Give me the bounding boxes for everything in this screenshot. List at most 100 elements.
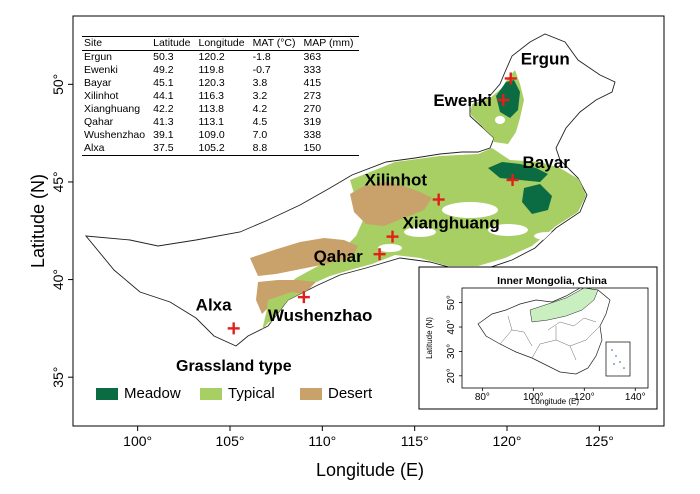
table-cell: 113.8 xyxy=(198,103,224,115)
table-cell: Alxa xyxy=(82,142,152,156)
table-row: Xianghuang 42.2 113.8 4.2 270 xyxy=(82,103,359,116)
legend-item-desert: Desert xyxy=(300,385,372,402)
table-row: Alxa 37.5 105.2 8.8 150 xyxy=(82,142,360,156)
site-label: Wushenzhao xyxy=(268,306,373,325)
table-cell: 41.3 xyxy=(153,116,174,128)
y-tick-label: 45° xyxy=(50,171,66,192)
table-cell: 113.1 xyxy=(198,116,224,128)
inset-x-tick-label: 120° xyxy=(574,392,595,403)
legend-swatch-desert xyxy=(300,387,322,400)
table-cell: 363 xyxy=(303,51,322,63)
y-tick-label: 40° xyxy=(50,269,66,290)
site-label: Alxa xyxy=(196,295,232,314)
inset-x-tick-label: 140° xyxy=(625,392,646,403)
table-cell: 3.8 xyxy=(252,77,268,89)
site-label: Ergun xyxy=(521,49,570,68)
table-cell: Qahar xyxy=(84,116,114,128)
table-cell: 120.3 xyxy=(198,77,225,89)
table-row: Bayar 45.1 120.3 3.8 415 xyxy=(82,77,359,90)
header-latitude: Latitude xyxy=(151,36,197,51)
site-marker xyxy=(232,322,235,335)
table-row: Qahar 41.3 113.1 4.5 319 xyxy=(82,116,359,129)
site-label: Qahar xyxy=(314,247,364,266)
inset-y-tick-label: 40° xyxy=(446,319,457,334)
site-label: Xianghuang xyxy=(403,214,500,233)
site-table-header: Site Latitude Longitude MAT (°C) MAP (mm… xyxy=(82,36,360,51)
table-cell: 37.5 xyxy=(151,142,197,156)
table-cell: 7.0 xyxy=(252,129,268,141)
inset-y-axis-label: Latitude (N) xyxy=(425,317,434,359)
table-cell: 42.2 xyxy=(153,103,174,115)
table-row: Wushenzhao 39.1 109.0 7.0 338 xyxy=(82,129,359,142)
site-label: Bayar xyxy=(523,153,571,172)
table-cell: 45.1 xyxy=(153,77,174,89)
table-cell: -0.7 xyxy=(252,64,271,76)
table-row: Ewenki 49.2 119.8 -0.7 333 xyxy=(82,64,359,77)
inset-province-borders xyxy=(499,315,601,361)
site-markers: Ergun Ewenki Bayar Xilinhot Xianghuang Qahar W… xyxy=(196,49,571,335)
desert-grassland-ordos xyxy=(250,238,358,276)
legend-item-meadow: Meadow xyxy=(96,385,181,402)
inset-x-tick-label: 80° xyxy=(475,392,490,403)
x-tick-label: 100° xyxy=(123,433,152,449)
site-marker xyxy=(437,193,440,206)
table-cell: 150 xyxy=(301,142,360,156)
header-longitude: Longitude xyxy=(196,36,251,51)
inset-x-axis-label: Longitude (E) xyxy=(531,397,579,406)
table-cell: 109.0 xyxy=(198,129,225,141)
inset-y-tick-label: 20° xyxy=(446,368,457,383)
non-grassland-gaps xyxy=(378,116,562,252)
table-cell: 116.3 xyxy=(198,90,224,102)
header-site: Site xyxy=(82,36,152,51)
x-tick-label: 125° xyxy=(585,433,614,449)
typical-grassland-east xyxy=(262,148,586,330)
table-cell: 119.8 xyxy=(198,64,224,76)
legend-title: Grassland type xyxy=(176,358,292,375)
legend-item-typical: Typical xyxy=(200,385,275,402)
inset-y-tick-label: 50° xyxy=(446,295,457,310)
table-cell: 8.8 xyxy=(250,142,302,156)
inset-axes: 80° 100° 120° 140° 20° 30° 40° 50° xyxy=(446,295,646,403)
y-axis-label: Latitude (N) xyxy=(28,174,48,268)
site-marker xyxy=(511,174,514,186)
table-cell: 50.3 xyxy=(153,51,174,63)
inset-islands xyxy=(611,349,625,369)
x-axis-label: Longitude (E) xyxy=(316,460,424,480)
site-marker xyxy=(391,230,394,243)
inset-title: Inner Mongolia, China xyxy=(497,275,607,287)
table-cell: 49.2 xyxy=(153,64,174,76)
table-cell: 4.2 xyxy=(252,103,268,115)
table-cell: Bayar xyxy=(84,77,112,89)
legend-label-meadow: Meadow xyxy=(124,385,181,402)
table-cell: 4.5 xyxy=(252,116,268,128)
table-row: Ergun 50.3 120.2 -1.8 363 xyxy=(82,51,359,65)
table-cell: 39.1 xyxy=(153,129,174,141)
axes: 100° 105° 110° 115° 120° 125° 35° 40° 45° 50° xyxy=(50,74,614,449)
table-cell: 415 xyxy=(303,77,322,89)
table-cell: -1.8 xyxy=(252,51,271,63)
table-cell: 120.2 xyxy=(198,51,225,63)
site-marker xyxy=(302,291,306,304)
inset-y-tick-label: 30° xyxy=(446,344,457,359)
table-cell: Ergun xyxy=(84,51,113,63)
table-cell: Ewenki xyxy=(84,64,118,76)
y-tick-label: 35° xyxy=(50,367,66,388)
table-cell: Xilinhot xyxy=(84,90,119,102)
site-marker xyxy=(502,93,505,106)
legend-swatch-typical xyxy=(200,387,222,400)
site-label: Ewenki xyxy=(433,91,492,110)
x-tick-label: 115° xyxy=(401,433,429,449)
legend-label-typical: Typical xyxy=(228,385,275,402)
meadow-northeast xyxy=(488,162,548,182)
table-cell: 319 xyxy=(303,116,322,128)
site-table: Site Latitude Longitude MAT (°C) MAP (mm… xyxy=(82,36,360,156)
site-marker xyxy=(509,72,512,85)
table-cell: 338 xyxy=(303,129,322,141)
meadow-bayar xyxy=(522,184,552,214)
desert-grassland-xilinhot xyxy=(350,182,432,226)
table-cell: Xianghuang xyxy=(84,103,141,115)
table-cell: 270 xyxy=(303,103,322,115)
y-tick-label: 50° xyxy=(50,74,66,95)
x-tick-label: 110° xyxy=(308,433,336,449)
